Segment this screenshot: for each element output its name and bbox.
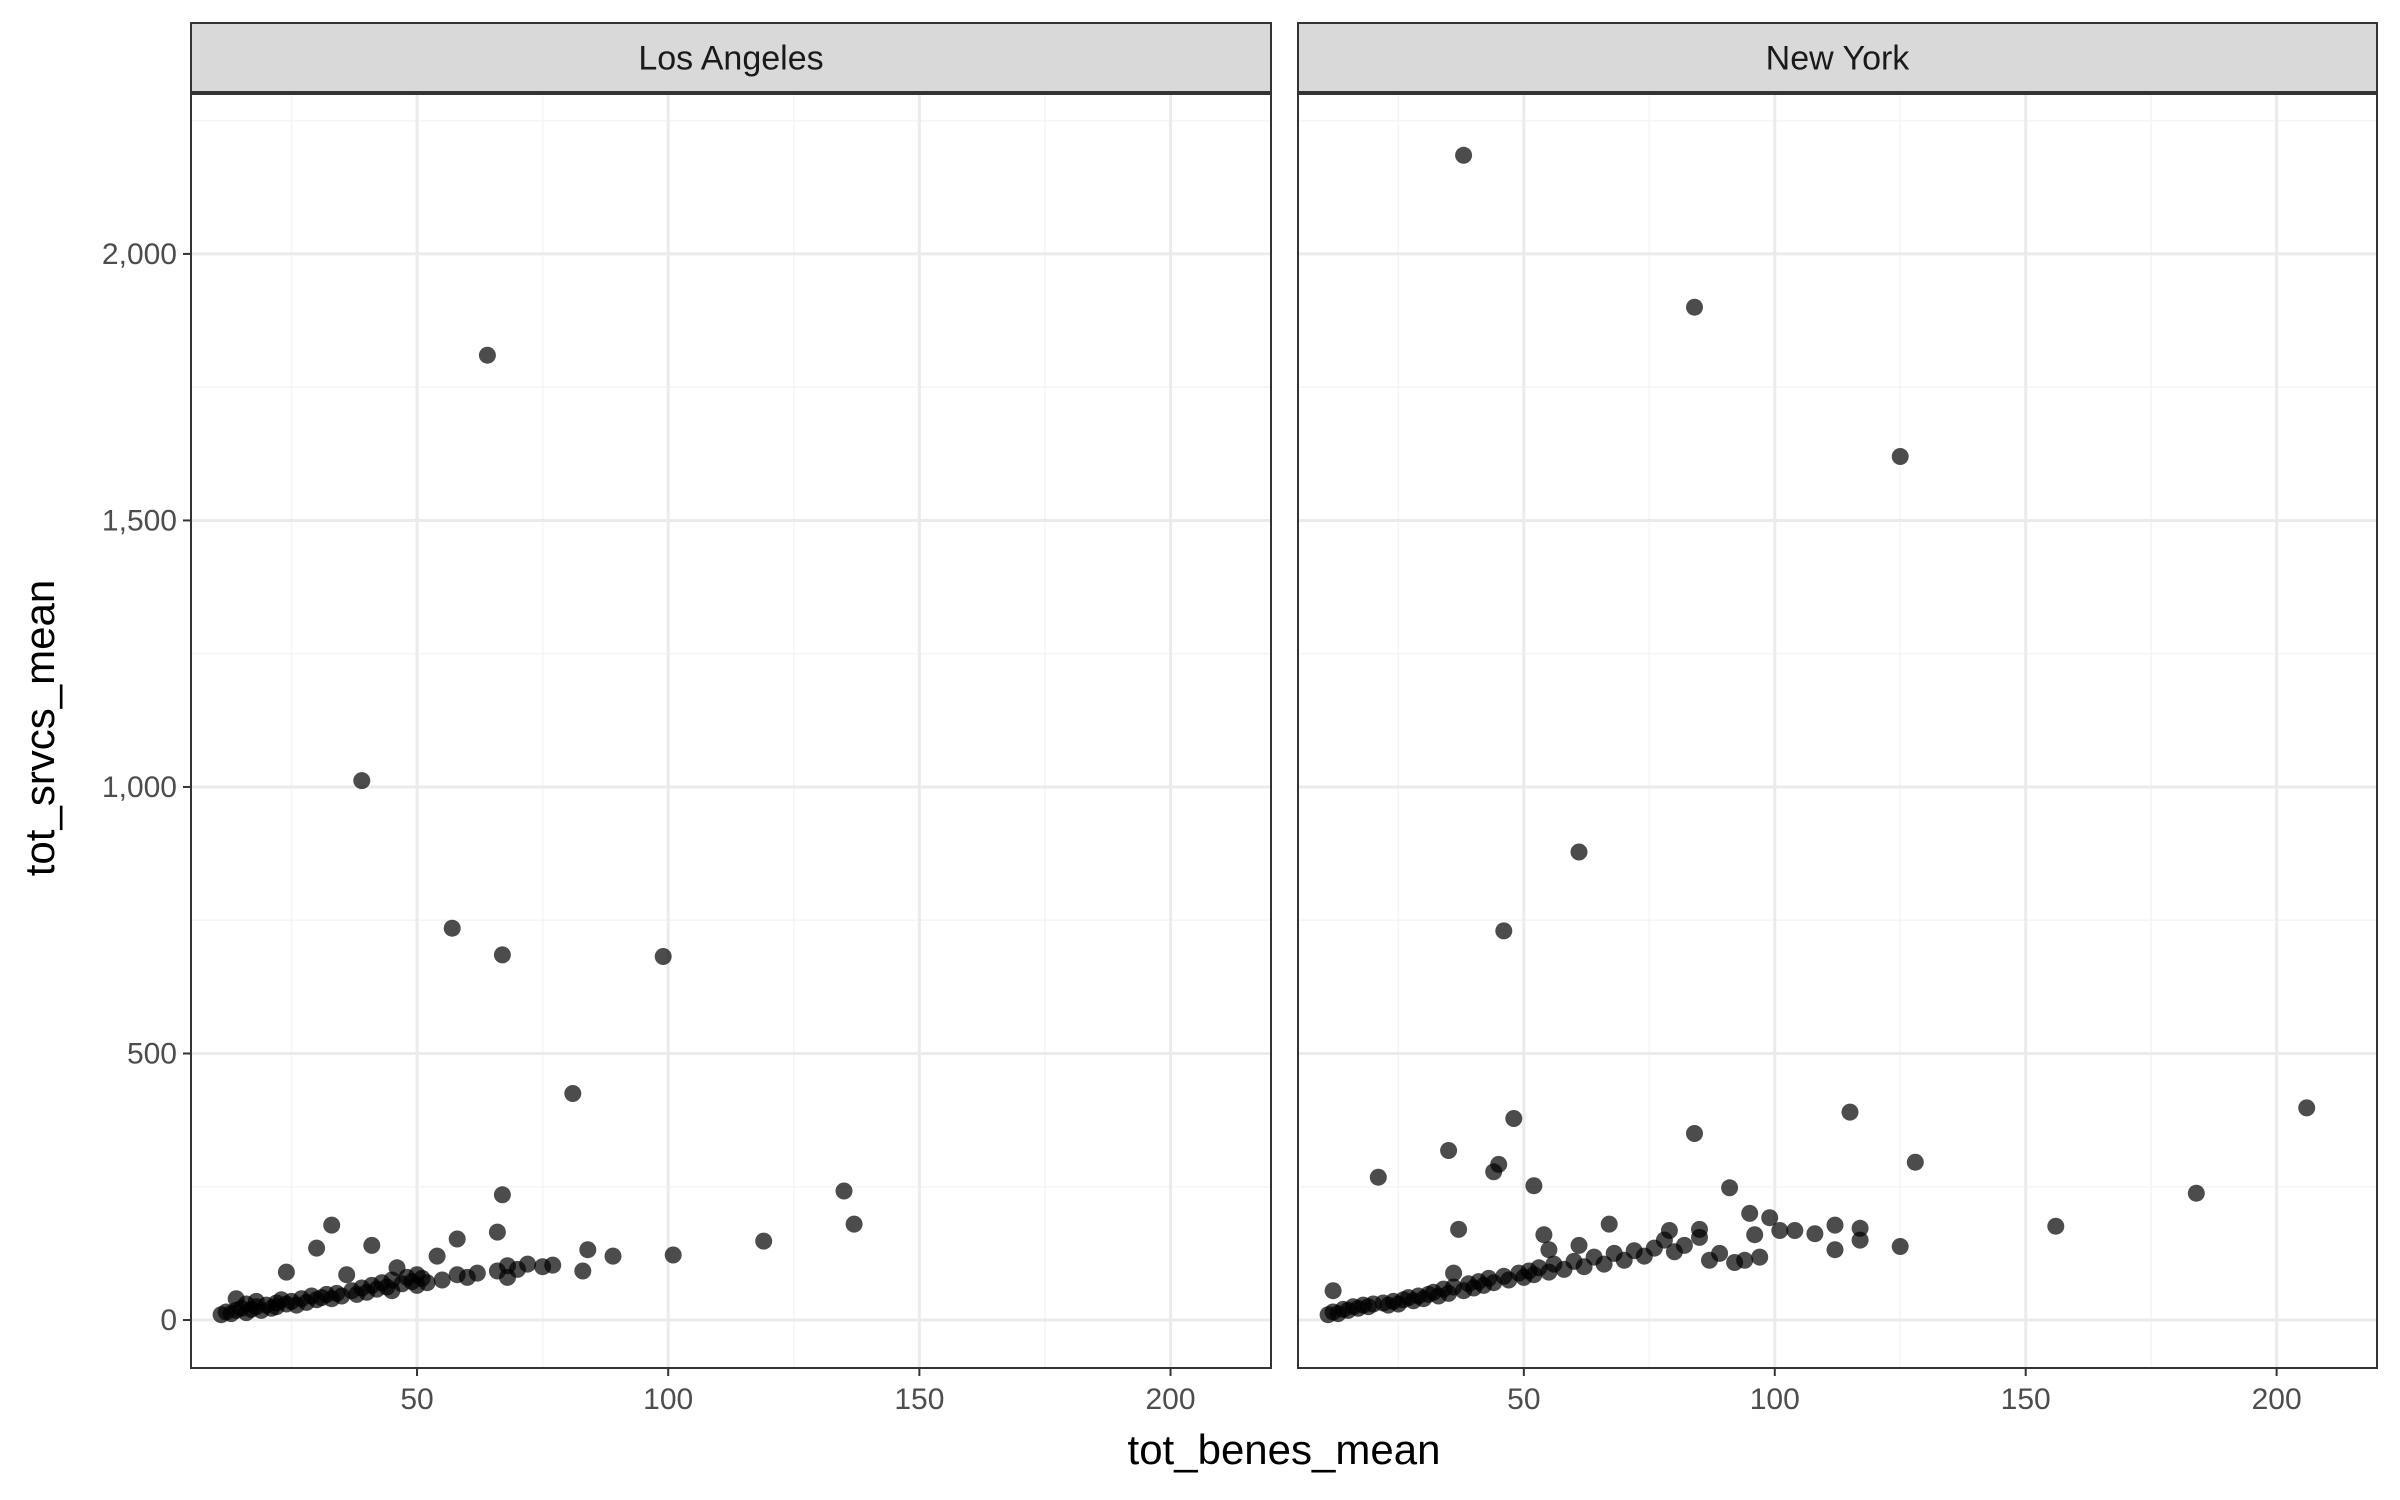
y-tick-label: 1,500 <box>102 504 177 537</box>
data-point <box>654 948 672 965</box>
y-axis-title: tot_srvcs_mean <box>16 580 63 876</box>
data-point <box>1771 1222 1789 1239</box>
data-point <box>1736 1251 1754 1269</box>
data-point <box>835 1182 853 1200</box>
data-point <box>1851 1231 1869 1249</box>
data-point <box>1851 1219 1869 1237</box>
data-point <box>1525 1177 1543 1195</box>
data-point <box>1535 1226 1553 1244</box>
data-point <box>1891 1238 1909 1255</box>
data-point <box>1711 1244 1729 1262</box>
x-tick-label: 150 <box>2001 1383 2051 1416</box>
data-point <box>353 772 371 790</box>
data-point <box>845 1215 863 1233</box>
data-point <box>1691 1220 1708 1238</box>
y-tick-label: 1,000 <box>102 771 177 804</box>
data-point <box>1455 146 1473 164</box>
data-point <box>1495 922 1513 940</box>
data-point <box>1686 1125 1703 1142</box>
data-point <box>755 1232 773 1250</box>
data-point <box>468 1264 486 1282</box>
data-point <box>478 346 496 364</box>
data-point <box>1906 1153 1924 1171</box>
data-point <box>433 1271 451 1289</box>
data-point <box>1445 1264 1463 1282</box>
data-point <box>1826 1241 1844 1259</box>
data-point <box>604 1247 622 1265</box>
x-tick-label: 100 <box>1750 1383 1800 1416</box>
panel-background <box>1298 94 2377 1368</box>
data-point <box>448 1230 466 1248</box>
data-point <box>2187 1184 2205 1202</box>
data-point <box>1570 1236 1588 1254</box>
data-point <box>664 1246 682 1264</box>
x-tick-label: 200 <box>2252 1383 2302 1416</box>
data-point <box>1721 1179 1739 1197</box>
data-point <box>1324 1282 1342 1300</box>
data-point <box>2047 1217 2065 1235</box>
data-point <box>323 1216 341 1234</box>
data-point <box>277 1263 295 1281</box>
data-point <box>544 1256 562 1274</box>
data-point <box>1826 1216 1844 1234</box>
x-tick-label: 50 <box>1507 1383 1540 1416</box>
data-point <box>428 1247 446 1265</box>
data-point <box>1761 1209 1779 1227</box>
data-point <box>1786 1222 1804 1239</box>
data-point <box>1600 1215 1618 1233</box>
data-point <box>1675 1236 1693 1254</box>
facet-strip-label: Los Angeles <box>638 40 823 78</box>
data-point <box>338 1266 356 1284</box>
data-point <box>564 1085 582 1102</box>
data-point <box>1540 1241 1558 1259</box>
facet-strip <box>1297 22 2378 93</box>
data-point <box>1570 843 1588 861</box>
data-point <box>1490 1155 1508 1173</box>
x-tick-label: 50 <box>400 1383 433 1416</box>
data-point <box>1746 1226 1764 1244</box>
x-tick-label: 100 <box>643 1383 693 1416</box>
facet-panel: Los Angeles 50 100 150 200 0 500 1,000 1,500 2,00… <box>102 22 1272 1416</box>
point-layer <box>1319 146 2316 1324</box>
data-point <box>363 1236 381 1254</box>
data-point <box>1660 1222 1678 1239</box>
data-point <box>493 946 511 964</box>
data-point <box>1891 448 1909 465</box>
data-point <box>488 1223 506 1241</box>
y-tick-label: 0 <box>160 1304 177 1337</box>
facet-panel: New York 50 100 150 200 <box>1297 22 2378 1416</box>
data-point <box>574 1262 592 1280</box>
data-point <box>493 1186 511 1204</box>
y-tick-label: 2,000 <box>102 238 177 271</box>
facet-panels: Los Angeles 50 100 150 200 0 500 1,000 1,500 2,00… <box>102 22 2378 1416</box>
panel-background <box>191 94 1271 1368</box>
point-layer <box>212 346 863 1324</box>
data-point <box>1751 1248 1769 1266</box>
data-point <box>1450 1220 1468 1238</box>
panel-border <box>190 93 1272 1369</box>
y-tick-label: 500 <box>127 1037 177 1070</box>
data-point <box>1686 298 1703 316</box>
facet-strip-label: New York <box>1766 40 1911 78</box>
data-point <box>1595 1255 1613 1273</box>
data-point <box>1505 1110 1523 1127</box>
data-point <box>579 1241 597 1259</box>
data-point <box>519 1255 537 1273</box>
data-point <box>443 919 461 937</box>
data-point <box>1369 1168 1387 1186</box>
x-tick-label: 200 <box>1146 1383 1196 1416</box>
data-point <box>1806 1225 1824 1243</box>
x-axis-title: tot_benes_mean <box>1128 1426 1441 1473</box>
panel-border <box>1297 93 2378 1369</box>
data-point <box>418 1274 436 1292</box>
data-point <box>1741 1204 1759 1222</box>
data-point <box>2298 1099 2316 1117</box>
data-point <box>308 1239 326 1257</box>
data-point <box>1841 1103 1859 1121</box>
data-point <box>1440 1142 1458 1159</box>
x-tick-label: 150 <box>894 1383 944 1416</box>
facet-strip <box>190 22 1272 93</box>
